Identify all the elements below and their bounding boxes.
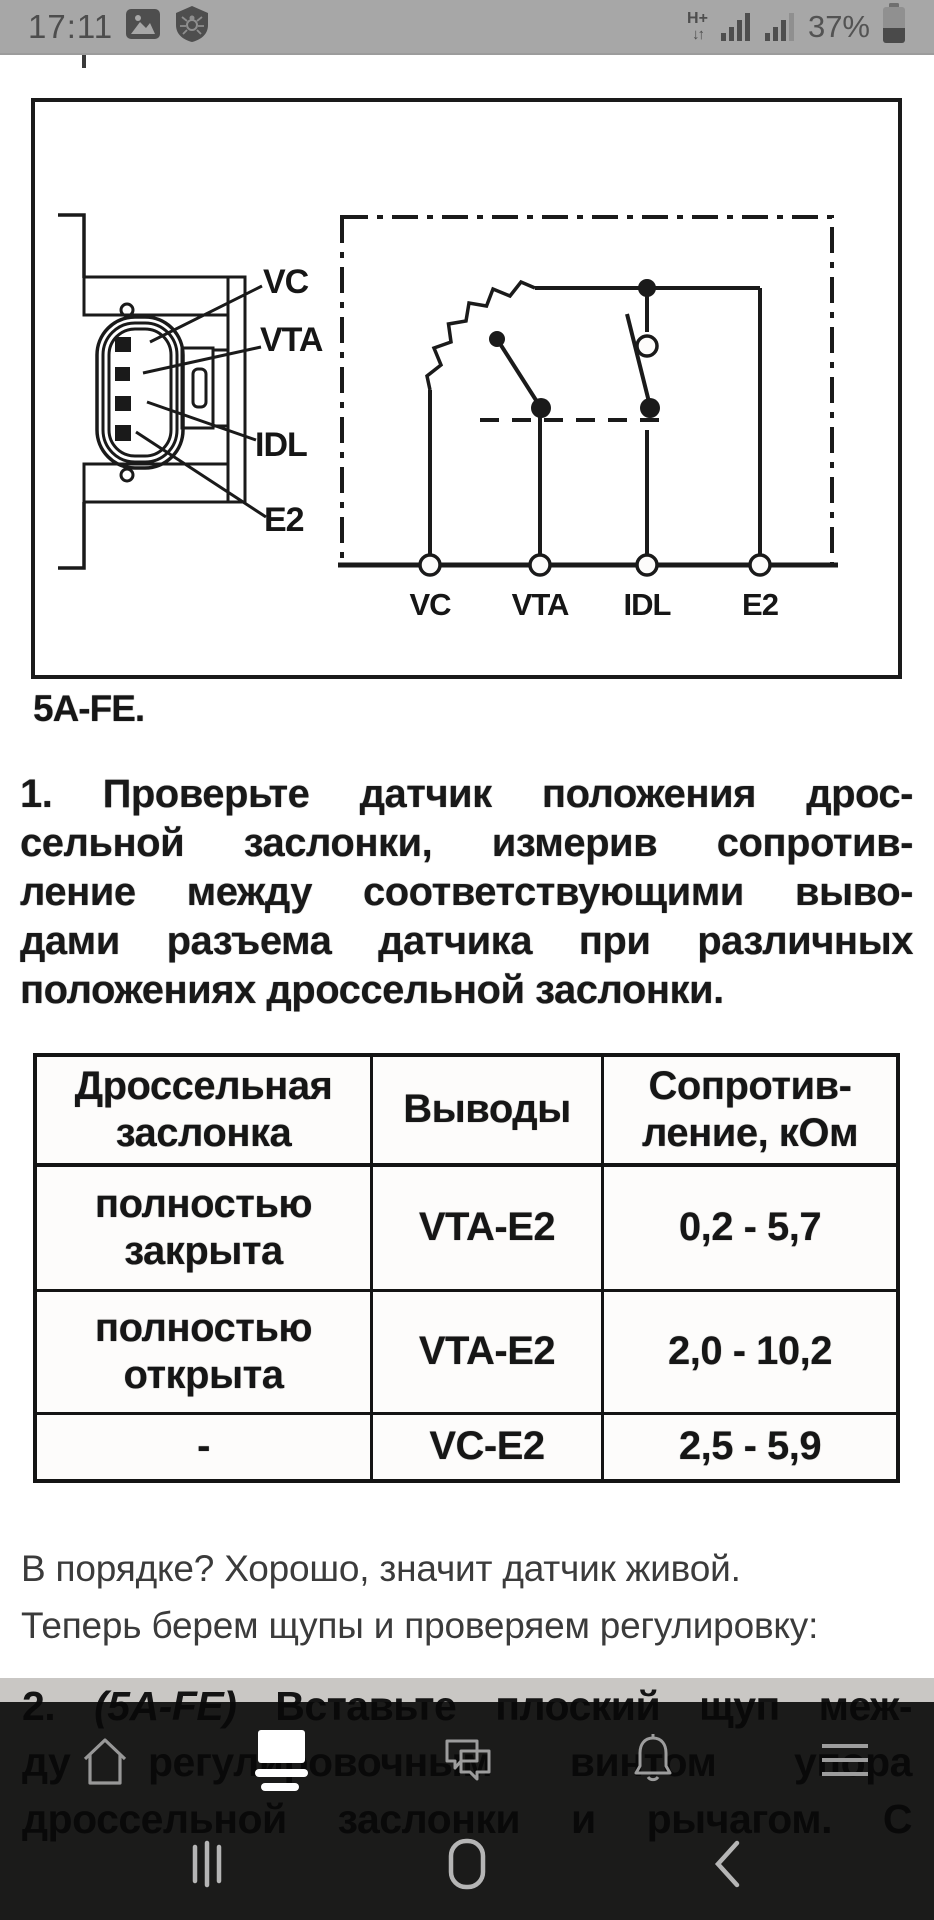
status-bar: 17:11 H+ ↓↑	[0, 0, 934, 55]
battery-icon	[882, 3, 906, 50]
clock: 17:11	[28, 7, 114, 45]
menu-icon	[822, 1744, 868, 1776]
nav-item-notifications[interactable]	[623, 1728, 683, 1794]
terminal-label-idl: IDL	[624, 587, 671, 622]
pin-label-vc: VC	[263, 263, 309, 301]
pin-label-idl: IDL	[255, 426, 307, 464]
status-right: H+ ↓↑ 37%	[687, 3, 906, 50]
terminal-label-vc: VC	[409, 587, 451, 622]
article-commentary: В порядке? Хорошо, значит датчик живой. …	[21, 1540, 914, 1654]
table-cell: полностью открыта	[37, 1292, 373, 1415]
table-cell: 2,0 - 10,2	[604, 1292, 896, 1415]
pin-label-vta: VTA	[260, 321, 323, 359]
status-left: 17:11	[28, 5, 211, 48]
nav-item-home[interactable]	[75, 1728, 135, 1794]
signal-weak-icon	[764, 5, 796, 48]
nav-item-menu[interactable]	[815, 1728, 875, 1794]
table-cell: 0,2 - 5,7	[604, 1167, 896, 1292]
table-cell: -	[37, 1415, 373, 1479]
commentary-line: Теперь берем щупы и проверяем регулировк…	[21, 1605, 819, 1646]
table-cell: 2,5 - 5,9	[678, 1424, 822, 1469]
recents-icon	[192, 1840, 222, 1888]
scan-artifact	[82, 55, 86, 68]
table-cell: VC-E2	[373, 1415, 604, 1479]
step1-paragraph: 1. Проверьте датчик положения дрос- сель…	[20, 770, 914, 1015]
table-cell: VTA-E2	[373, 1292, 604, 1415]
step1-line: дами разъема датчика при различных	[20, 919, 914, 963]
recents-button[interactable]	[177, 1834, 237, 1894]
home-circle-icon	[448, 1838, 486, 1890]
step1-line: ление между соответствующими выво-	[20, 870, 914, 914]
throttle-sensor-diagram: VC VTA IDL E2 VC VTA IDL E2	[31, 98, 902, 679]
step1-line: сельной заслонки, измерив сопротив-	[20, 821, 914, 865]
app-bottom-nav	[0, 1728, 934, 1800]
figure-caption: 5A-FE.	[33, 688, 145, 729]
terminal-label-e2: E2	[742, 587, 778, 622]
table-cell: полностью закрыта	[37, 1167, 373, 1292]
home-icon	[83, 1738, 127, 1785]
step1-line: положениях дроссельной заслонки.	[20, 968, 724, 1012]
back-icon	[714, 1840, 740, 1888]
messages-icon	[445, 1739, 491, 1781]
feed-icon	[255, 1730, 308, 1791]
bottom-bar-overlay	[0, 1702, 934, 1920]
nav-item-messages[interactable]	[437, 1728, 497, 1794]
nav-item-feed-active[interactable]	[251, 1728, 311, 1794]
table-header-throttle: Дроссельная заслонка	[37, 1057, 373, 1167]
table-header-terminals: Выводы	[373, 1057, 604, 1167]
drweb-shield-icon	[173, 5, 211, 48]
table-cell: VTA-E2	[373, 1167, 604, 1292]
terminal-label-vta: VTA	[512, 587, 569, 622]
network-hplus-icon: H+ ↓↑	[687, 10, 708, 43]
step1-line: 1. Проверьте датчик положения дрос-	[20, 772, 914, 816]
bell-icon	[634, 1734, 672, 1782]
resistance-table: Дроссельная заслонка Выводы Сопротив- ле…	[33, 1053, 900, 1483]
pin-label-e2: E2	[264, 501, 304, 539]
android-nav-bar	[0, 1834, 934, 1894]
back-button[interactable]	[700, 1834, 760, 1894]
table-header-resistance: Сопротив- ление, кОм	[604, 1057, 896, 1167]
signal-icon	[720, 5, 752, 48]
battery-percent: 37%	[807, 8, 870, 44]
gallery-icon	[125, 8, 161, 45]
home-button[interactable]	[437, 1834, 497, 1894]
commentary-line: В порядке? Хорошо, значит датчик живой.	[21, 1548, 741, 1589]
